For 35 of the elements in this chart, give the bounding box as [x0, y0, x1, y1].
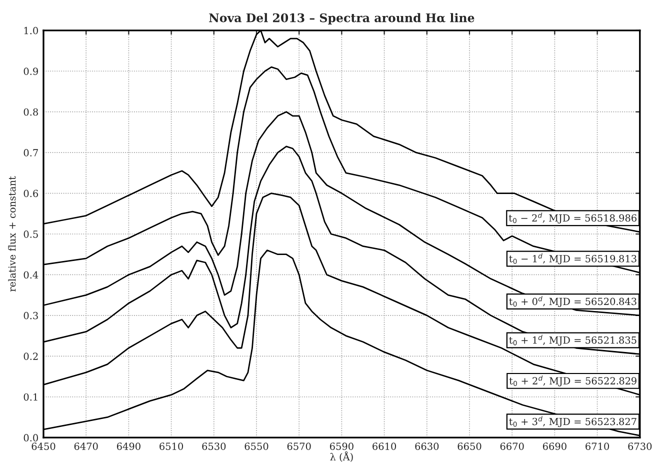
series-label: t$_{0}$ + 2$^{d}$, MJD = 56522.829: [509, 375, 636, 386]
y-axis-title: relative flux + constant: [8, 176, 16, 292]
series-label: t$_{0}$ − 1$^{d}$, MJD = 56519.813: [509, 253, 636, 264]
y-tick-label: 0.4: [24, 271, 38, 279]
series-label: t$_{0}$ + 1$^{d}$, MJD = 56521.835: [509, 334, 636, 346]
chart-title: Nova Del 2013 – Spectra around Hα line: [209, 13, 474, 25]
series-label: t$_{0}$ + 3$^{d}$, MJD = 56523.827: [509, 416, 636, 428]
x-tick-label: 6590: [330, 442, 354, 450]
x-tick-label: 6510: [160, 442, 184, 450]
x-axis-title: λ (Å): [330, 451, 353, 462]
y-tick-label: 0.7: [24, 149, 38, 156]
y-tick-label: 0.6: [24, 190, 38, 198]
y-tick-label: 0.5: [24, 230, 38, 238]
y-tick-label: 0.0: [24, 434, 38, 442]
x-tick-label: 6610: [372, 442, 396, 450]
y-tick-label: 0.2: [24, 352, 38, 360]
x-tick-label: 6630: [415, 442, 439, 450]
y-tick-label: 0.9: [24, 68, 38, 75]
x-tick-label: 6490: [116, 442, 140, 450]
x-tick-label: 6470: [74, 442, 98, 450]
x-tick-label: 6650: [458, 442, 482, 450]
x-tick-label: 6730: [628, 442, 652, 450]
x-tick-label: 6710: [586, 442, 610, 450]
y-tick-label: 1.0: [24, 26, 38, 34]
y-tick-label: 0.8: [24, 108, 38, 116]
x-tick-label: 6550: [244, 442, 268, 450]
x-tick-label: 6670: [500, 442, 524, 450]
y-tick-label: 0.1: [24, 393, 38, 401]
x-tick-label: 6530: [202, 442, 226, 450]
series-label: t$_{0}$ + 0$^{d}$, MJD = 56520.843: [509, 296, 636, 307]
series-label: t$_{0}$ − 2$^{d}$, MJD = 56518.986: [508, 212, 636, 224]
x-tick-label: 6450: [32, 442, 56, 450]
y-tick-label: 0.3: [24, 312, 38, 320]
x-tick-label: 6690: [542, 442, 566, 450]
x-tick-label: 6570: [287, 442, 311, 450]
